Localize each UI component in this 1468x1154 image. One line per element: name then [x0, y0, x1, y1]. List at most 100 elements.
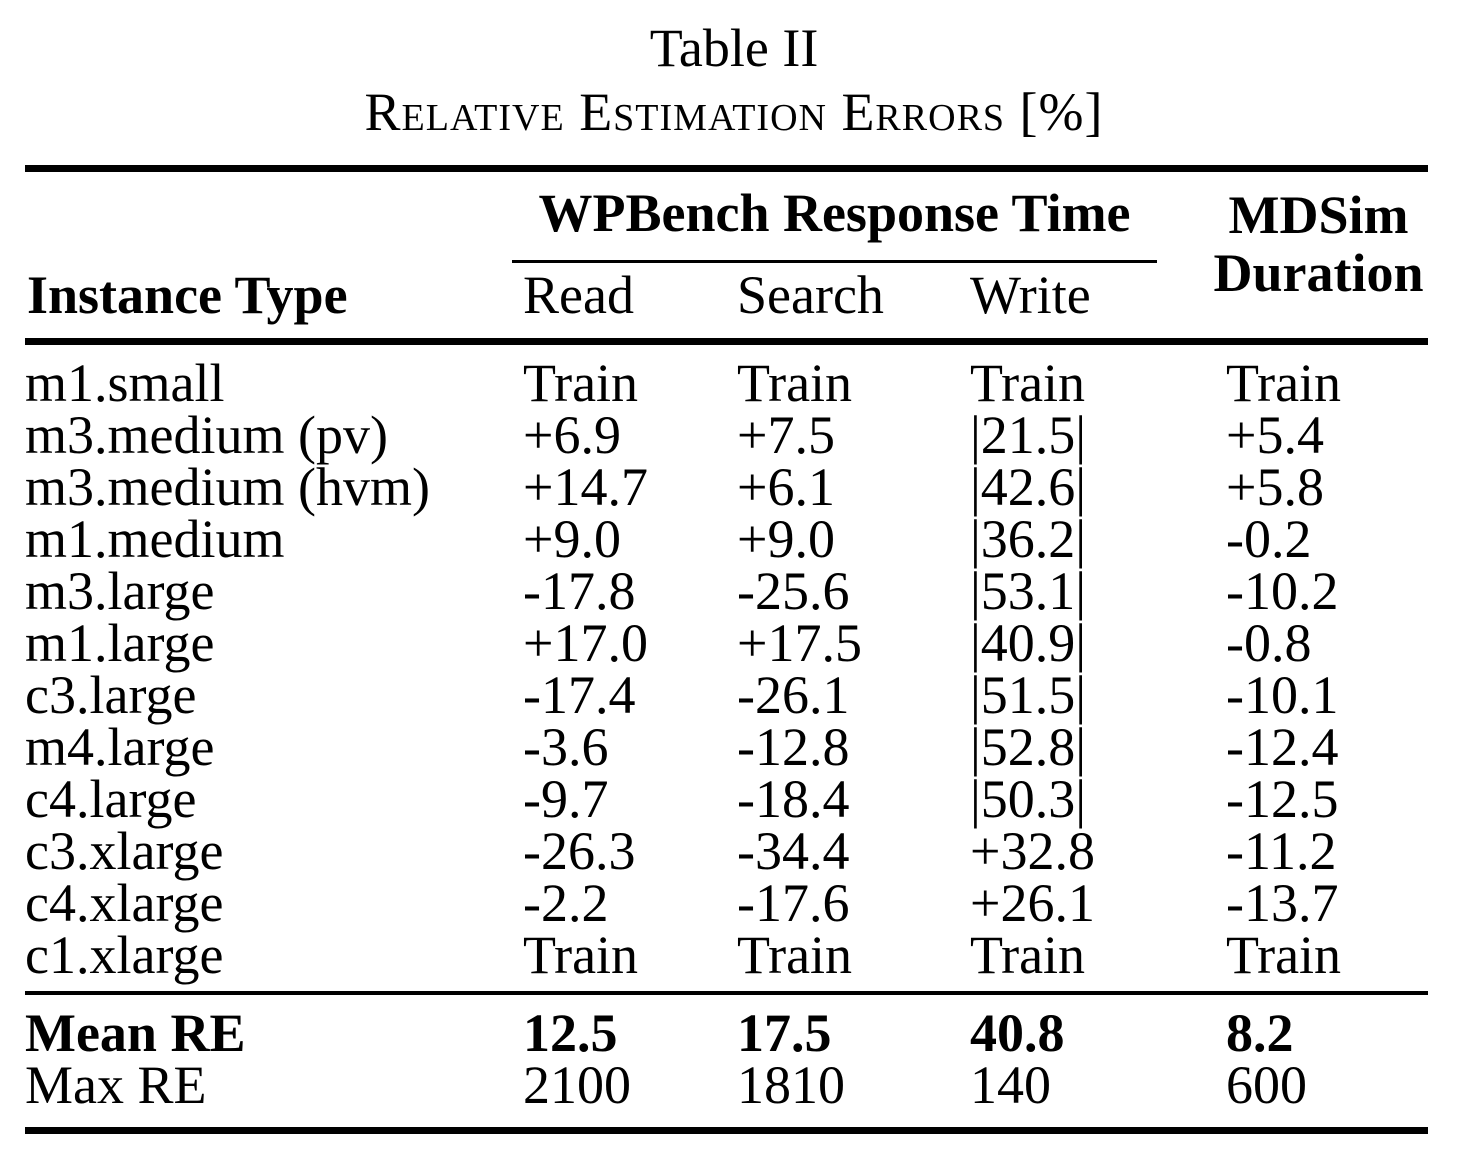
cell-search: +17.5: [737, 613, 862, 673]
column-header-mdsim-duration: MDSim Duration: [1196, 186, 1441, 302]
cell-instance-type: c3.xlarge: [25, 821, 224, 881]
group-header-rule: [512, 260, 1157, 263]
cell-search: Train: [737, 925, 853, 985]
bottom-rule: [25, 1127, 1428, 1134]
cell-search: 17.5: [737, 1003, 832, 1063]
summary-rule: [25, 991, 1428, 995]
cell-mdsim: -10.2: [1226, 561, 1339, 621]
column-header-write: Write: [970, 265, 1091, 325]
table-body: m1.small Train Train Train Train m3.medium (p…: [25, 345, 1428, 991]
column-header-mdsim-line2: Duration: [1213, 243, 1424, 303]
table-header: Instance Type WPBench Response Time Read…: [25, 172, 1428, 338]
cell-search: -34.4: [737, 821, 850, 881]
estimation-errors-table: Instance Type WPBench Response Time Read…: [25, 165, 1428, 1134]
cell-mdsim: -13.7: [1226, 873, 1339, 933]
cell-mdsim: +5.8: [1226, 457, 1324, 517]
cell-read: -17.4: [523, 665, 636, 725]
cell-instance-type: m3.medium (pv): [25, 405, 388, 465]
table-number: Table II: [649, 18, 819, 78]
table-row: Mean RE 12.5 17.5 40.8 8.2: [25, 1003, 1428, 1063]
cell-instance-type: m1.medium: [25, 509, 285, 569]
table-row: m1.medium +9.0 +9.0 |36.2| -0.2: [25, 509, 1428, 569]
cell-instance-type: m3.medium (hvm): [25, 457, 430, 517]
column-header-mdsim-line1: MDSim: [1228, 185, 1409, 245]
cell-mdsim: -12.5: [1226, 769, 1339, 829]
cell-mdsim: -0.2: [1226, 509, 1312, 569]
cell-write: Train: [970, 353, 1086, 413]
cell-mdsim: Train: [1226, 353, 1342, 413]
table-row: m1.large +17.0 +17.5 |40.9| -0.8: [25, 613, 1428, 673]
top-rule: [25, 165, 1428, 172]
cell-read: 2100: [523, 1055, 631, 1115]
cell-write: +32.8: [970, 821, 1095, 881]
cell-mdsim: -11.2: [1226, 821, 1337, 881]
table-row: c3.xlarge -26.3 -34.4 +32.8 -11.2: [25, 821, 1428, 881]
table-row: Max RE 2100 1810 140 600: [25, 1055, 1428, 1115]
cell-instance-type: c4.xlarge: [25, 873, 224, 933]
cell-instance-type: Mean RE: [25, 1003, 246, 1063]
table-row: m1.small Train Train Train Train: [25, 353, 1428, 413]
cell-search: -12.8: [737, 717, 850, 777]
cell-read: Train: [523, 925, 639, 985]
column-header-read: Read: [523, 265, 634, 325]
table-caption: Table II Relative Estimation Errors [%]: [0, 16, 1468, 144]
cell-write: |40.9|: [970, 613, 1087, 673]
cell-write: |36.2|: [970, 509, 1087, 569]
cell-mdsim: -0.8: [1226, 613, 1312, 673]
table-row: c4.large -9.7 -18.4 |50.3| -12.5: [25, 769, 1428, 829]
column-header-instance-type: Instance Type: [27, 265, 348, 325]
cell-instance-type: Max RE: [25, 1055, 207, 1115]
cell-search: +6.1: [737, 457, 835, 517]
cell-write: +26.1: [970, 873, 1095, 933]
column-header-search: Search: [737, 265, 884, 325]
table-row: m3.medium (hvm) +14.7 +6.1 |42.6| +5.8: [25, 457, 1428, 517]
cell-mdsim: 600: [1226, 1055, 1307, 1115]
table-row: m3.medium (pv) +6.9 +7.5 |21.5| +5.4: [25, 405, 1428, 465]
cell-search: Train: [737, 353, 853, 413]
cell-read: -2.2: [523, 873, 609, 933]
cell-search: -17.6: [737, 873, 850, 933]
column-group-header-wpbench: WPBench Response Time: [538, 183, 1131, 243]
table-row: c1.xlarge Train Train Train Train: [25, 925, 1428, 985]
cell-mdsim: -10.1: [1226, 665, 1339, 725]
table-row: c4.xlarge -2.2 -17.6 +26.1 -13.7: [25, 873, 1428, 933]
table-summary: Mean RE 12.5 17.5 40.8 8.2 Max RE 2100 1810 140 6…: [25, 995, 1428, 1127]
cell-write: |51.5|: [970, 665, 1087, 725]
table-title: Relative Estimation Errors [%]: [364, 82, 1104, 142]
cell-search: -25.6: [737, 561, 850, 621]
cell-write: |50.3|: [970, 769, 1087, 829]
table-row: c3.large -17.4 -26.1 |51.5| -10.1: [25, 665, 1428, 725]
cell-search: -26.1: [737, 665, 850, 725]
cell-search: -18.4: [737, 769, 850, 829]
cell-write: |21.5|: [970, 405, 1087, 465]
cell-instance-type: m3.large: [25, 561, 215, 621]
cell-read: -9.7: [523, 769, 609, 829]
cell-instance-type: m4.large: [25, 717, 215, 777]
cell-write: Train: [970, 925, 1086, 985]
cell-instance-type: c1.xlarge: [25, 925, 224, 985]
cell-instance-type: m1.small: [25, 353, 225, 413]
cell-read: -3.6: [523, 717, 609, 777]
cell-read: Train: [523, 353, 639, 413]
cell-write: |52.8|: [970, 717, 1087, 777]
cell-write: 140: [970, 1055, 1051, 1115]
cell-search: +7.5: [737, 405, 835, 465]
cell-read: +9.0: [523, 509, 621, 569]
cell-instance-type: m1.large: [25, 613, 215, 673]
cell-read: +14.7: [523, 457, 648, 517]
cell-mdsim: -12.4: [1226, 717, 1339, 777]
cell-read: -17.8: [523, 561, 636, 621]
cell-read: +6.9: [523, 405, 621, 465]
table-row: m3.large -17.8 -25.6 |53.1| -10.2: [25, 561, 1428, 621]
cell-read: 12.5: [523, 1003, 618, 1063]
cell-write: |42.6|: [970, 457, 1087, 517]
table-row: m4.large -3.6 -12.8 |52.8| -12.4: [25, 717, 1428, 777]
cell-read: -26.3: [523, 821, 636, 881]
cell-mdsim: 8.2: [1226, 1003, 1294, 1063]
cell-mdsim: Train: [1226, 925, 1342, 985]
cell-search: +9.0: [737, 509, 835, 569]
cell-search: 1810: [737, 1055, 845, 1115]
cell-write: 40.8: [970, 1003, 1065, 1063]
cell-mdsim: +5.4: [1226, 405, 1324, 465]
